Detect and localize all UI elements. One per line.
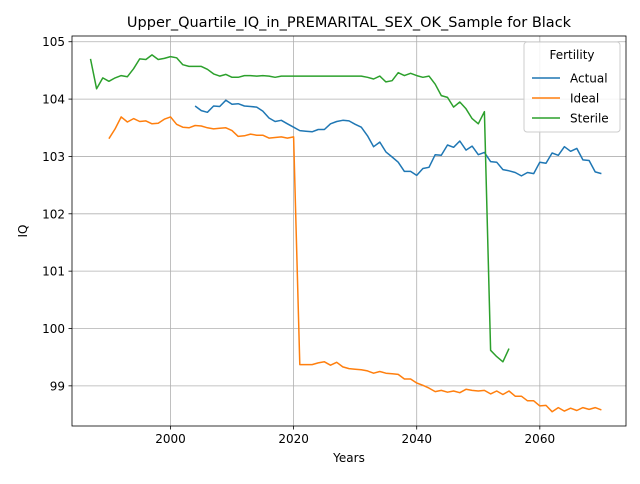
y-axis-label: IQ: [16, 225, 30, 238]
y-tick-label: 103: [42, 150, 65, 164]
series-line-sterile: [89, 54, 510, 363]
y-tick-label: 101: [42, 265, 65, 279]
y-tick-label: 102: [42, 207, 65, 221]
chart-title: Upper_Quartile_IQ_in_PREMARITAL_SEX_OK_S…: [127, 15, 572, 31]
y-tick-label: 100: [42, 322, 65, 336]
tick-layer: 2000 2020 2040 2060 99 100 101 102 103 104 105: [42, 35, 555, 446]
y-tick-label: 105: [42, 35, 65, 49]
legend-label-ideal: Ideal: [570, 92, 599, 106]
x-tick-label: 2020: [278, 432, 309, 446]
legend-box: [523, 41, 621, 133]
y-tick-label: 104: [42, 93, 65, 107]
x-axis-label: Years: [332, 451, 365, 465]
legend: Fertility Actual Ideal Sterile: [523, 41, 621, 133]
x-tick-label: 2040: [401, 432, 432, 446]
x-tick-label: 2000: [155, 432, 186, 446]
series-layer: [89, 54, 602, 413]
legend-label-actual: Actual: [570, 72, 608, 86]
series-line-actual: [194, 99, 602, 177]
y-tick-label: 99: [50, 379, 65, 393]
legend-title: Fertility: [549, 48, 594, 62]
series-line-ideal: [108, 116, 602, 413]
axes-frame: [71, 35, 627, 427]
legend-label-sterile: Sterile: [570, 112, 609, 126]
x-tick-label: 2060: [525, 432, 556, 446]
